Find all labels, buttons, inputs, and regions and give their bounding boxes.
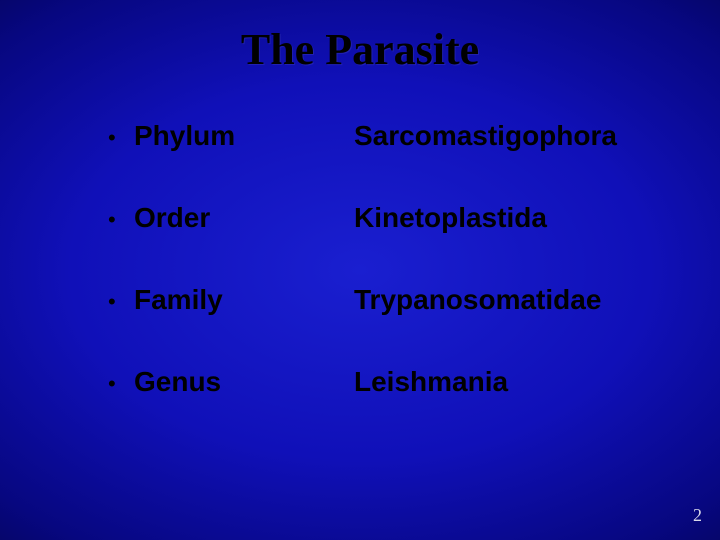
taxonomy-rank-value: Leishmania bbox=[354, 366, 660, 398]
list-item: • Family Trypanosomatidae bbox=[108, 284, 660, 316]
taxonomy-rank-value: Kinetoplastida bbox=[354, 202, 660, 234]
taxonomy-rank-label: Family bbox=[134, 284, 354, 316]
page-number: 2 bbox=[693, 505, 702, 526]
taxonomy-rank-label: Order bbox=[134, 202, 354, 234]
bullet-icon: • bbox=[108, 209, 134, 231]
taxonomy-rank-value: Trypanosomatidae bbox=[354, 284, 660, 316]
taxonomy-rank-label: Genus bbox=[134, 366, 354, 398]
list-item: • Phylum Sarcomastigophora bbox=[108, 120, 660, 152]
bullet-icon: • bbox=[108, 373, 134, 395]
bullet-icon: • bbox=[108, 291, 134, 313]
list-item: • Order Kinetoplastida bbox=[108, 202, 660, 234]
list-item: • Genus Leishmania bbox=[108, 366, 660, 398]
bullet-icon: • bbox=[108, 127, 134, 149]
slide-title: The Parasite bbox=[0, 24, 720, 75]
taxonomy-rank-value: Sarcomastigophora bbox=[354, 120, 660, 152]
taxonomy-rank-label: Phylum bbox=[134, 120, 354, 152]
taxonomy-list: • Phylum Sarcomastigophora • Order Kinet… bbox=[108, 120, 660, 448]
